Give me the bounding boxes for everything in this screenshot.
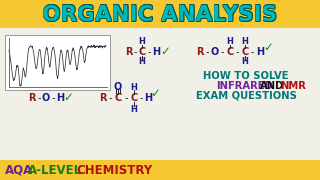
Text: EXAM QUESTIONS: EXAM QUESTIONS [196,91,296,101]
Text: -: - [133,47,137,57]
Text: -: - [250,47,254,57]
Text: R: R [99,93,107,103]
Text: ORGANIC ANALYSIS: ORGANIC ANALYSIS [42,6,277,26]
FancyBboxPatch shape [0,160,320,180]
Text: R: R [28,93,36,103]
Text: ORGANIC ANALYSIS: ORGANIC ANALYSIS [43,6,277,26]
Text: -: - [51,93,55,103]
Text: H: H [242,57,248,66]
Text: ORGANIC ANALYSIS: ORGANIC ANALYSIS [43,5,278,25]
FancyBboxPatch shape [0,0,320,28]
Text: O: O [42,93,50,103]
Text: -: - [205,47,209,57]
Text: C: C [130,93,138,103]
Text: ✓: ✓ [160,46,170,58]
Text: H: H [56,93,64,103]
Text: NMR: NMR [280,81,306,91]
Text: -: - [147,47,151,57]
Text: ✓: ✓ [263,40,273,53]
Text: INFRARED: INFRARED [216,81,273,91]
Text: ORGANIC ANALYSIS: ORGANIC ANALYSIS [43,4,277,24]
Text: AND: AND [260,81,284,91]
Text: ORGANIC ANALYSIS: ORGANIC ANALYSIS [42,4,277,24]
FancyBboxPatch shape [5,35,110,90]
Text: -: - [235,47,239,57]
Text: ✓: ✓ [150,87,160,100]
Text: A-LEVEL: A-LEVEL [28,163,82,177]
Text: H: H [227,37,233,46]
Text: HOW TO SOLVE: HOW TO SOLVE [203,71,289,81]
Text: H: H [256,47,264,57]
Text: -: - [220,47,224,57]
Text: R: R [196,47,204,57]
Text: C: C [226,47,234,57]
Text: ORGANIC ANALYSIS: ORGANIC ANALYSIS [42,5,277,25]
Text: R: R [125,47,133,57]
Text: ORGANIC ANALYSIS: ORGANIC ANALYSIS [43,6,278,26]
Text: ORGANIC ANALYSIS: ORGANIC ANALYSIS [43,4,278,24]
Text: O: O [211,47,219,57]
Text: -: - [37,93,41,103]
Text: C: C [241,47,249,57]
Text: H: H [131,105,137,114]
Text: -: - [108,93,112,103]
Text: -: - [124,93,128,103]
Text: H: H [139,37,145,46]
Text: H: H [139,57,145,66]
Text: -: - [139,93,143,103]
Text: CHEMISTRY: CHEMISTRY [76,163,152,177]
Text: H: H [144,93,152,103]
Text: ✓: ✓ [63,91,73,105]
Text: O: O [114,82,122,92]
Text: C: C [138,47,146,57]
Text: H: H [152,47,160,57]
Text: ORGANIC ANALYSIS: ORGANIC ANALYSIS [43,5,277,25]
Text: AQA: AQA [5,163,33,177]
Text: H: H [131,82,137,91]
Text: C: C [114,93,122,103]
Text: H: H [242,37,248,46]
